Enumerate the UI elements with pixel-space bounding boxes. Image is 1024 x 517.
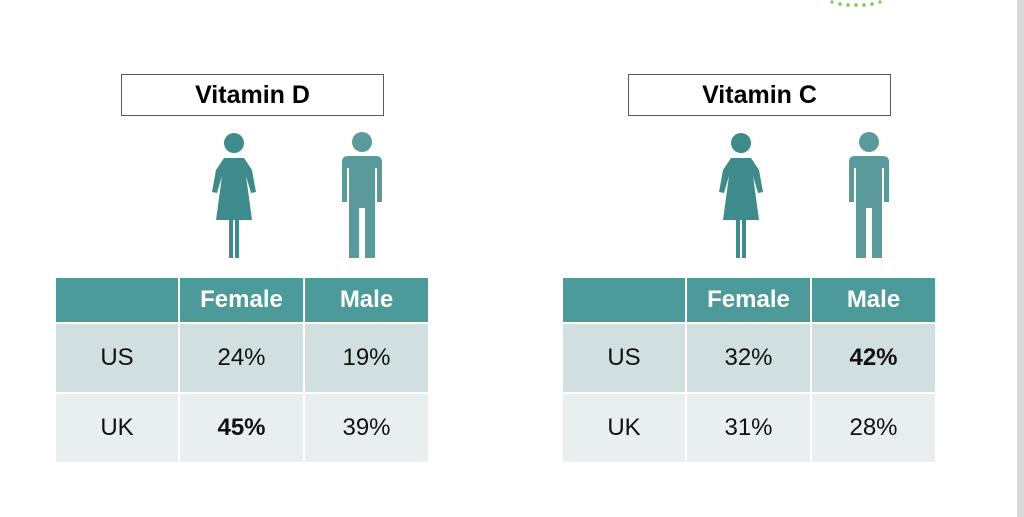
- vitamin-d-panel: Vitamin D Female Male US 24% 19% UK 45: [54, 0, 430, 517]
- window-edge: [1017, 0, 1024, 517]
- cell-female: 45%: [178, 392, 305, 464]
- vitamin-d-title: Vitamin D: [121, 74, 384, 116]
- header-female: Female: [685, 276, 812, 324]
- cell-female: 31%: [685, 392, 812, 464]
- male-figure-icon: [849, 132, 889, 258]
- cell-female: 32%: [685, 322, 812, 394]
- table-row: US 32% 42%: [561, 322, 937, 394]
- cell-male: 42%: [810, 322, 937, 394]
- table-row: UK 31% 28%: [561, 392, 937, 464]
- vitamin-d-table: Female Male US 24% 19% UK 45% 39%: [54, 276, 430, 464]
- vitamin-c-panel: Vitamin C Female Male US 32% 42% UK 31: [561, 0, 937, 517]
- logo-dots-icon: [830, 0, 882, 7]
- row-country: UK: [54, 392, 180, 464]
- header-blank: [54, 276, 180, 324]
- row-country: US: [54, 322, 180, 394]
- female-figure-icon: [719, 133, 763, 258]
- table-row: UK 45% 39%: [54, 392, 430, 464]
- row-country: UK: [561, 392, 687, 464]
- cell-male: 19%: [303, 322, 430, 394]
- female-figure-icon: [212, 133, 256, 258]
- cell-male: 28%: [810, 392, 937, 464]
- male-figure-icon: [342, 132, 382, 258]
- vitamin-c-table: Female Male US 32% 42% UK 31% 28%: [561, 276, 937, 464]
- header-male: Male: [810, 276, 937, 324]
- header-male: Male: [303, 276, 430, 324]
- row-country: US: [561, 322, 687, 394]
- header-blank: [561, 276, 687, 324]
- cell-male: 39%: [303, 392, 430, 464]
- cell-female: 24%: [178, 322, 305, 394]
- table-header-row: Female Male: [561, 276, 937, 324]
- header-female: Female: [178, 276, 305, 324]
- table-row: US 24% 19%: [54, 322, 430, 394]
- vitamin-c-title: Vitamin C: [628, 74, 891, 116]
- table-header-row: Female Male: [54, 276, 430, 324]
